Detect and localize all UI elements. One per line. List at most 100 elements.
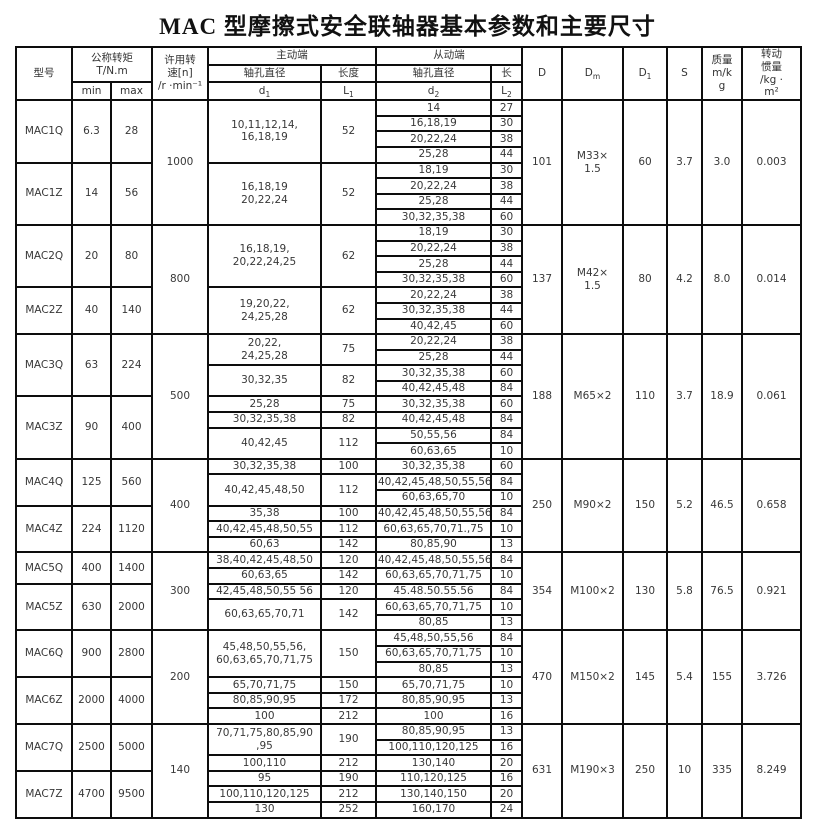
torque-max-cell: 9500 — [110, 769, 153, 819]
length-L2-cell: 20 — [490, 785, 523, 803]
length-L1-cell: 150 — [320, 676, 377, 694]
D1-cell: 60 — [622, 99, 668, 226]
col-header-driver-end: 主动端 — [207, 46, 377, 66]
col-header-bore-driver: 轴孔直径 — [207, 63, 322, 84]
col-header-S: S — [666, 45, 703, 102]
length-L2-cell: 44 — [490, 145, 523, 164]
table-row: 100,110,120,125 212 130,140,150 20 — [16, 785, 801, 803]
length-L2-cell: 38 — [490, 177, 523, 195]
bore-d2-cell: 60,63,65,70,71.,75 — [375, 520, 492, 538]
inertia-label-line: 转动 — [761, 48, 782, 60]
bore-d2-cell: 130,140,150 — [375, 785, 492, 803]
length-L2-cell: 13 — [490, 613, 523, 632]
torque-min-cell: 224 — [71, 504, 112, 554]
D-cell: 631 — [521, 722, 563, 819]
Dm-cell: M42× 1.5 — [561, 223, 624, 336]
speed-cell: 400 — [151, 457, 209, 554]
mass-cell: 18.9 — [701, 333, 743, 460]
length-L1-cell: 100 — [320, 504, 377, 523]
table-row: MAC7Q 2500 5000 140 70,71,75,80,85,90,95 190 8… — [15, 722, 802, 819]
bore-d2-cell: 60,63,65 — [375, 442, 492, 460]
inertia-cell: 0.014 — [741, 223, 802, 336]
D1-cell: 145 — [622, 629, 668, 725]
bore-d2-cell: 60,63,65,70,71,75 — [375, 567, 492, 585]
length-L2-cell: 44 — [490, 192, 523, 211]
bore-d1-cell: 19,20,22, 24,25,28 — [207, 286, 322, 336]
d2-base: d — [427, 84, 435, 97]
Dm-base: D — [584, 67, 593, 80]
S-cell: 5.4 — [666, 629, 703, 725]
bore-d2-cell: 30,32,35,38 — [375, 457, 492, 476]
table-row: 80,85,90,95 172 80,85,90,95 13 — [16, 691, 801, 710]
table-row: MAC6Q 900 2800 200 45,48,50,55,56, 60,63,65,7… — [15, 629, 802, 725]
torque-min-cell: 14 — [71, 161, 112, 226]
length-L2-cell: 16 — [490, 738, 523, 757]
bore-d1-cell: 40,42,45,48,50 — [207, 473, 322, 507]
length-L2-cell: 84 — [490, 411, 523, 429]
bore-d2-cell: 25,28 — [375, 192, 492, 211]
col-header-L2: L2 — [490, 81, 523, 102]
bore-d2-cell: 20,22,24 — [375, 130, 492, 148]
torque-min-cell: 90 — [71, 395, 112, 460]
mass-cell: 3.0 — [701, 99, 743, 226]
D1-cell: 110 — [622, 333, 668, 460]
L1-sub: 1 — [349, 90, 354, 99]
col-header-d1: d1 — [207, 81, 322, 102]
page-title: MAC 型摩擦式安全联轴器基本参数和主要尺寸 — [159, 14, 656, 39]
length-L2-cell: 84 — [490, 582, 523, 601]
length-L2-cell: 27 — [490, 99, 523, 117]
bore-d2-cell: 100 — [375, 707, 492, 725]
table-row: MAC1Q 6.3 28 1000 10,11,12,14, 16,18,19 52 14 27… — [15, 99, 802, 226]
model-cell: MAC2Z — [15, 286, 73, 336]
bore-d2-cell: 100,110,120,125 — [375, 738, 492, 757]
table-row: 40,42,45,48,50,55 112 60,63,65,70,71.,75 10 — [16, 520, 801, 538]
S-cell: 5.2 — [666, 457, 703, 554]
bore-d1-cell: 35,38 — [207, 504, 322, 523]
bore-d2-cell: 60,63,65,70 — [375, 489, 492, 507]
length-L2-cell: 20 — [490, 754, 523, 772]
length-L2-cell: 10 — [490, 676, 523, 694]
D-cell: 250 — [521, 457, 563, 554]
model-cell: MAC4Z — [15, 504, 73, 554]
model-cell: MAC6Z — [15, 676, 73, 725]
speed-cell: 800 — [151, 223, 209, 336]
length-L2-cell: 13 — [490, 722, 523, 741]
torque-min-cell: 125 — [71, 457, 112, 507]
table-row: MAC7Z 4700 9500 95 190 110,120,125 16 — [15, 769, 801, 819]
length-L2-cell: 38 — [490, 286, 523, 304]
torque-max-cell: 1120 — [110, 504, 153, 554]
spec-table-header: 型号 公称转矩 T/N.m 许用转 速[n] /r ·min⁻¹ 主动端 从动端… — [15, 45, 802, 102]
bore-d1-cell: 25,28 — [207, 395, 322, 414]
length-L2-cell: 10 — [490, 567, 523, 585]
model-cell: MAC4Q — [15, 457, 73, 507]
length-L2-cell: 84 — [490, 504, 523, 523]
bore-d1-cell: 45,48,50,55,56, 60,63,65,70,71,75 — [207, 629, 322, 679]
table-row: 130 252 160,170 24 — [16, 800, 801, 819]
bore-d2-cell: 18,19 — [375, 161, 492, 180]
length-L2-cell: 60 — [490, 208, 523, 226]
model-cell: MAC7Z — [15, 769, 73, 819]
D1-cell: 130 — [622, 551, 668, 632]
torque-max-cell: 4000 — [110, 676, 153, 725]
table-row: 30,32,35 82 30,32,35,38 60 — [16, 364, 801, 398]
mass-label-line: 质量 — [711, 54, 733, 67]
bore-d1-cell: 16,18,19, 20,22,24,25 — [207, 223, 322, 289]
bore-d2-cell: 30,32,35,38 — [375, 208, 492, 226]
length-L2-cell: 38 — [490, 130, 523, 148]
mass-cell: 46.5 — [701, 457, 743, 554]
col-header-D: D — [521, 45, 563, 102]
torque-max-cell: 2800 — [110, 629, 153, 679]
length-L2-cell: 38 — [490, 333, 523, 351]
length-L1-cell: 52 — [320, 99, 377, 164]
speed-label-line: 速[n] — [167, 67, 193, 80]
col-header-inertia: 转动 惯量 /kg · m² — [741, 45, 802, 102]
length-L2-cell: 38 — [490, 239, 523, 258]
bore-d1-cell: 40,42,45,48,50,55 — [207, 520, 322, 538]
bore-d1-cell: 100 — [207, 707, 322, 725]
bore-d2-cell: 110,120,125 — [375, 769, 492, 788]
torque-min-cell: 63 — [71, 333, 112, 398]
L2-sub: 2 — [507, 90, 512, 99]
bore-d1-cell: 30,32,35,38 — [207, 457, 322, 476]
mass-cell: 76.5 — [701, 551, 743, 632]
bore-d1-cell: 60,63 — [207, 535, 322, 554]
